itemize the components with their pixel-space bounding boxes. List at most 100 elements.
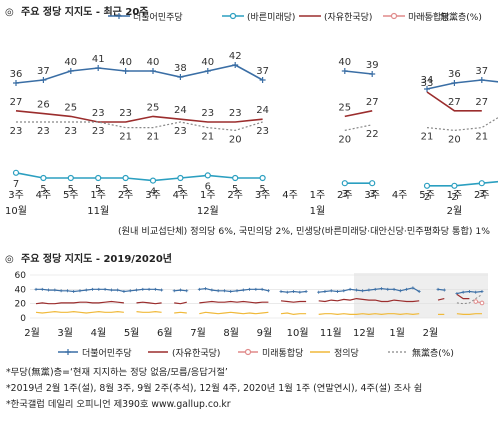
- chart1-label-2-0: 27: [10, 97, 23, 108]
- chart2-point-30: [222, 289, 226, 293]
- chart2-series-3-line-5: [318, 313, 420, 316]
- chart2-point-64: [436, 287, 440, 291]
- legend2-label-3: 정의당: [334, 348, 359, 359]
- legend1-label-0: 더불어민주당: [133, 12, 183, 23]
- chart2-point-35: [254, 287, 258, 291]
- legend1-label-1: (바른미래당): [247, 12, 295, 23]
- legend1-marker-0: [116, 13, 122, 19]
- chart2-title-bullet: ◎: [5, 254, 14, 265]
- chart1-month-0: 10월: [5, 205, 27, 217]
- chart2-point-33: [241, 288, 245, 292]
- chart1-xtick-10: 4주: [282, 190, 298, 201]
- chart1-label-4-3: 23: [92, 126, 105, 137]
- chart1-label-0-13: 39: [366, 60, 379, 71]
- chart1-label-4-6: 23: [174, 126, 187, 137]
- chart1-label-1-17: 3: [479, 189, 485, 200]
- chart1-label-1-16: 2: [451, 192, 457, 203]
- legend1-marker-1: [229, 12, 237, 20]
- chart2-point-14: [122, 289, 126, 293]
- chart2-series-1-line-5: [318, 297, 420, 303]
- chart1-label-0-17: 37: [475, 66, 488, 77]
- chart1-label-0-6: 38: [174, 63, 187, 74]
- chart2-point-pink-71: [479, 300, 485, 306]
- chart2-point-29: [216, 289, 220, 293]
- chart2-ytick-0: 0: [20, 314, 26, 324]
- chart1-label-1-2: 5: [68, 184, 74, 195]
- chart2-xtick-12: 2월: [423, 327, 439, 339]
- chart1-point-0-7: [204, 68, 211, 74]
- chart2-series-1-line-3: [199, 300, 269, 304]
- chart2-xtick-2: 4월: [91, 327, 107, 339]
- chart2-series-3-line-3: [199, 311, 269, 315]
- legend1-marker-3: [390, 12, 398, 20]
- chart2-point-65: [442, 288, 446, 292]
- chart2-point-47: [329, 289, 333, 293]
- footnote-1: *2019년 2월 1주(설), 8월 3주, 9월 2주(추석), 12월 4…: [6, 382, 422, 394]
- chart1-month-2: 12월: [197, 205, 219, 217]
- chart2-point-69: [467, 289, 471, 293]
- chart1-label-2-1: 26: [37, 100, 50, 111]
- chart2-point-39: [279, 289, 283, 293]
- chart2-point-20: [160, 288, 164, 292]
- chart1-label-0-0: 36: [10, 69, 23, 80]
- chart1-label-1-9: 5: [259, 184, 265, 195]
- chart2-point-53: [367, 288, 371, 292]
- chart2-point-40: [285, 290, 289, 294]
- chart1-label-2-3: 23: [92, 108, 105, 119]
- chart1-xtick-12: 2주: [337, 190, 353, 201]
- chart1-point-1-8: [232, 174, 239, 182]
- chart1-label-0-15: 34: [421, 75, 434, 86]
- chart1-label-2-9: 24: [256, 105, 269, 116]
- chart1-point-1-16: [451, 182, 458, 189]
- chart1-xtick-14: 4주: [392, 190, 408, 201]
- chart1-label-4-1: 23: [37, 126, 50, 137]
- chart1-point-0-3: [95, 65, 102, 71]
- chart1-label-1-4: 5: [122, 184, 128, 195]
- chart1-point-1-15: [423, 182, 431, 189]
- chart1-series-4-line-1: [344, 124, 373, 131]
- legend2-marker-0: [65, 349, 71, 355]
- chart1-label-2-5: 25: [147, 102, 160, 113]
- chart1-label-4-9: 23: [256, 126, 269, 137]
- chart1-point-0-8: [232, 62, 239, 68]
- footnote-2: *한국갤럽 데일리 오피니언 제390호 www.gallup.co.kr: [6, 398, 231, 410]
- chart2-point-pink-70: [473, 299, 479, 304]
- chart2-point-57: [392, 287, 396, 291]
- chart1-point-0-2: [67, 68, 74, 74]
- chart1-series-2-line-2: [426, 91, 482, 112]
- chart1-label-2-7: 23: [201, 108, 214, 119]
- chart2-series-1-line-7: [456, 293, 470, 300]
- chart1-point-1-2: [67, 174, 74, 182]
- chart2-xtick-5: 7월: [190, 327, 206, 339]
- chart1-label-1-15: 2: [424, 192, 430, 203]
- chart2-point-3: [53, 288, 57, 292]
- chart1-point-0-13: [369, 71, 376, 77]
- legend2-label-1: (자유한국당): [172, 348, 220, 359]
- chart1-xtick-5: 3주: [145, 190, 161, 201]
- chart1-label-4-13: 22: [366, 129, 379, 140]
- chart1-xtick-8: 2주: [227, 190, 243, 201]
- chart1-point-0-6: [177, 74, 184, 80]
- chart1-label-4-17: 21: [475, 132, 488, 143]
- chart1-label-1-3: 5: [95, 184, 101, 195]
- chart1-point-1-0: [12, 169, 20, 176]
- chart1-label-2-16: 27: [448, 97, 461, 108]
- chart2-point-49: [342, 289, 346, 293]
- chart2-ytick-1: 20: [15, 300, 27, 310]
- chart2-ytick-3: 60: [15, 271, 27, 281]
- chart2-point-6: [72, 289, 76, 293]
- chart1-xtick-6: 4주: [173, 190, 189, 201]
- chart2-xtick-11: 1월: [389, 327, 405, 339]
- legend1-label-3: 미래통합당: [408, 12, 449, 23]
- chart2-point-56: [386, 287, 390, 291]
- chart1-point-1-4: [122, 174, 129, 182]
- chart1-point-1-6: [177, 174, 184, 182]
- chart1-xtick-7: 1주: [200, 190, 216, 201]
- chart1-label-0-8: 42: [229, 51, 242, 62]
- chart2-point-23: [178, 288, 182, 292]
- chart1-label-4-2: 23: [64, 126, 77, 137]
- chart2-series-3-line-1: [136, 310, 162, 313]
- chart2-point-55: [379, 287, 383, 291]
